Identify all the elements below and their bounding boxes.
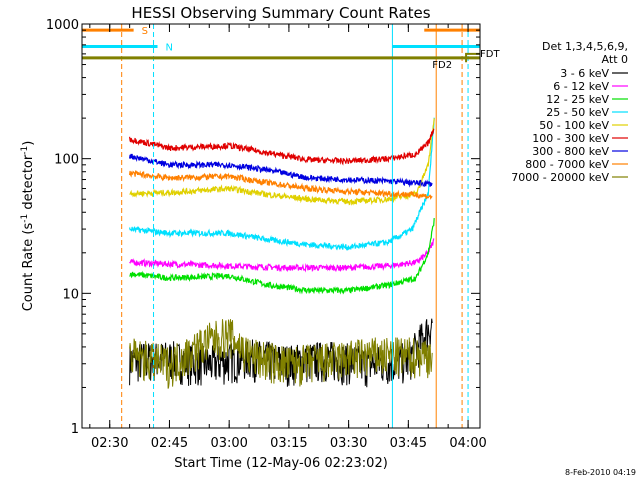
flag-label-3: FDT [480, 49, 500, 60]
series-line-6 [129, 153, 433, 188]
x-axis: 02:30 02:45 03:00 03:15 03:30 03:45 04:00 [89, 24, 487, 451]
chart-title: HESSI Observing Summary Count Rates [131, 4, 430, 22]
fdt-step [465, 52, 480, 63]
legend-label-0: 3 - 6 keV [560, 67, 609, 80]
plot-area: S N FD2 FDT [82, 24, 500, 428]
flag-label-1: N [165, 43, 172, 54]
legend-header-line1: Det 1,3,4,5,6,9, [542, 40, 628, 53]
legend-label-5: 100 - 300 keV [532, 132, 609, 145]
x-tick-label: 03:30 [330, 436, 367, 451]
x-tick-label: 03:00 [210, 436, 247, 451]
x-tick-label: 04:00 [449, 436, 486, 451]
x-tick-label: 02:30 [91, 436, 128, 451]
series-line-5 [129, 128, 435, 166]
y-axis: 1 10 100 1000 [46, 18, 480, 437]
x-tick-label: 02:45 [151, 436, 188, 451]
y-tick-label: 10 [62, 287, 79, 302]
flag-label-2: FD2 [432, 60, 452, 71]
y-tick-label: 1 [71, 422, 79, 437]
series-line-7 [129, 170, 433, 200]
plot-frame [81, 23, 481, 429]
series-line-3 [129, 117, 435, 251]
series-line-2 [129, 218, 435, 295]
legend-label-2: 12 - 25 keV [546, 93, 609, 106]
x-tick-label: 03:45 [390, 436, 427, 451]
series-line-8 [129, 319, 433, 389]
footer-timestamp: 8-Feb-2010 04:19 [565, 468, 636, 477]
legend-label-7: 800 - 7000 keV [525, 158, 609, 171]
legend-label-6: 300 - 800 keV [532, 145, 609, 158]
legend-label-1: 6 - 12 keV [553, 80, 609, 93]
series-line-4 [129, 118, 435, 206]
flag-label-0: S [142, 26, 148, 37]
legend-label-4: 50 - 100 keV [539, 119, 609, 132]
y-tick-label: 1000 [46, 18, 79, 33]
y-axis-label: Count Rate (s-1 detector-1) [20, 141, 36, 312]
legend-label-8: 7000 - 20000 keV [511, 171, 609, 184]
series-line-1 [129, 238, 435, 273]
y-tick-label: 100 [54, 153, 79, 168]
x-axis-label: Start Time (12-May-06 02:23:02) [174, 456, 388, 471]
legend-header-line2: Att 0 [602, 53, 628, 66]
legend-label-3: 25 - 50 keV [546, 106, 609, 119]
x-tick-label: 03:15 [270, 436, 307, 451]
